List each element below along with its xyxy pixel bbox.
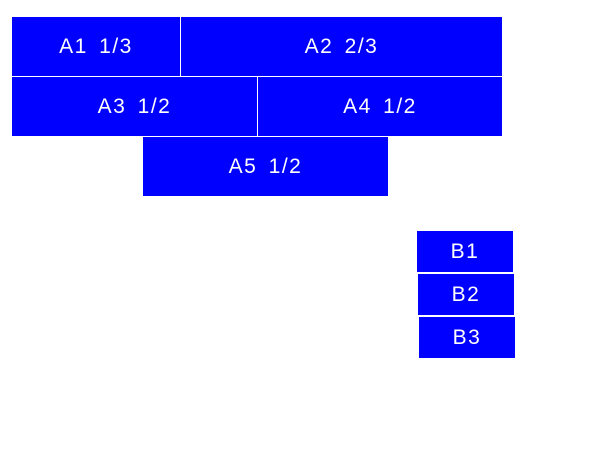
box-b1[interactable]: B1 xyxy=(417,231,513,272)
box-b2[interactable]: B2 xyxy=(418,274,514,315)
box-a2[interactable]: A2 2/3 xyxy=(181,17,502,76)
box-a3[interactable]: A3 1/2 xyxy=(12,77,257,136)
box-a1[interactable]: A1 1/3 xyxy=(12,17,180,76)
box-a4[interactable]: A4 1/2 xyxy=(258,77,502,136)
box-b3[interactable]: B3 xyxy=(419,317,515,358)
box-a5[interactable]: A5 1/2 xyxy=(143,137,388,196)
